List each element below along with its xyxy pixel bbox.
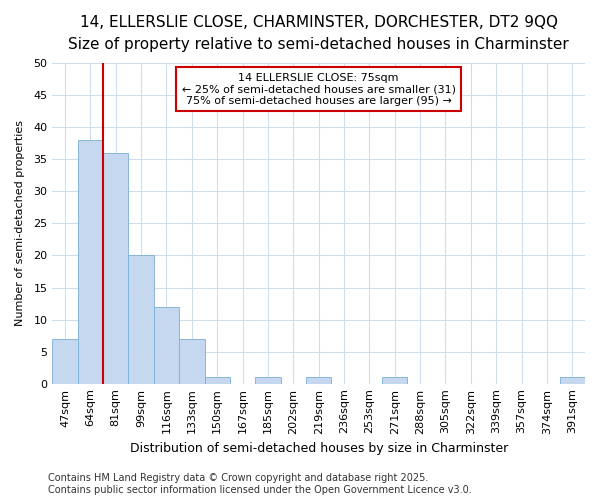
- Bar: [52, 339, 77, 384]
- Bar: [382, 378, 407, 384]
- Bar: [205, 378, 230, 384]
- Bar: [128, 256, 154, 384]
- Y-axis label: Number of semi-detached properties: Number of semi-detached properties: [15, 120, 25, 326]
- Text: 14 ELLERSLIE CLOSE: 75sqm
← 25% of semi-detached houses are smaller (31)
75% of : 14 ELLERSLIE CLOSE: 75sqm ← 25% of semi-…: [182, 72, 455, 106]
- Text: Contains HM Land Registry data © Crown copyright and database right 2025.
Contai: Contains HM Land Registry data © Crown c…: [48, 474, 472, 495]
- Bar: [77, 140, 103, 384]
- X-axis label: Distribution of semi-detached houses by size in Charminster: Distribution of semi-detached houses by …: [130, 442, 508, 455]
- Bar: [179, 339, 205, 384]
- Title: 14, ELLERSLIE CLOSE, CHARMINSTER, DORCHESTER, DT2 9QQ
Size of property relative : 14, ELLERSLIE CLOSE, CHARMINSTER, DORCHE…: [68, 15, 569, 52]
- Bar: [154, 306, 179, 384]
- Bar: [560, 378, 585, 384]
- Bar: [103, 153, 128, 384]
- Bar: [255, 378, 281, 384]
- Bar: [306, 378, 331, 384]
